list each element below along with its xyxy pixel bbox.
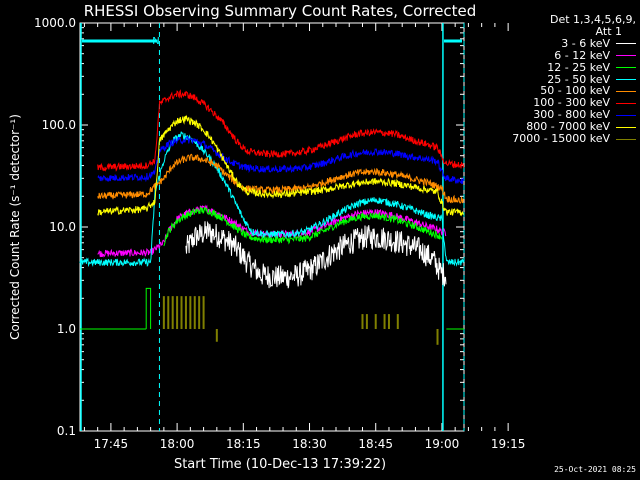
legend-header-detectors: Det 1,3,4,5,6,9, bbox=[549, 13, 636, 26]
legend-entry: 3 - 6 keV bbox=[474, 36, 636, 50]
y-tick-label: 0.1 bbox=[57, 424, 76, 438]
y-tick-label: 1000.0 bbox=[34, 16, 76, 30]
series-line bbox=[185, 220, 447, 289]
x-axis-label: Start Time (10-Dec-13 17:39:22) bbox=[174, 457, 386, 472]
chart-title: RHESSI Observing Summary Count Rates, Co… bbox=[84, 2, 477, 20]
legend-swatch bbox=[616, 78, 636, 80]
legend-entry: 7000 - 15000 keV bbox=[474, 133, 636, 145]
x-tick-label: 17:45 bbox=[94, 437, 129, 451]
legend-entry-label: 6 - 12 keV bbox=[554, 48, 610, 62]
legend-rows: 3 - 6 keV 6 - 12 keV 12 - 25 keV 25 - 50 ke… bbox=[474, 36, 636, 145]
series-group bbox=[79, 89, 465, 345]
legend-entry: 25 - 50 keV bbox=[474, 72, 636, 86]
time-guides bbox=[80, 23, 465, 431]
axis-ticks: 0.1 1.0 10.0 100.0 1000.0 17:45 18:00 18:15 18:3… bbox=[34, 16, 525, 451]
legend-swatch bbox=[616, 102, 636, 104]
x-tick-label: 18:00 bbox=[160, 437, 195, 451]
series-line bbox=[97, 89, 465, 172]
x-tick-label: 18:30 bbox=[292, 437, 327, 451]
legend-entry-label: 3 - 6 keV bbox=[561, 36, 610, 50]
legend-entry: 300 - 800 keV bbox=[474, 109, 636, 121]
series-line bbox=[97, 204, 447, 258]
series-line bbox=[97, 153, 465, 204]
timestamp: 25-Oct-2021 08:25 bbox=[554, 465, 636, 474]
legend-entry: 12 - 25 keV bbox=[474, 60, 636, 74]
legend-swatch bbox=[616, 67, 636, 69]
x-tick-label: 19:00 bbox=[425, 437, 460, 451]
legend-entry: 800 - 7000 keV bbox=[474, 121, 636, 133]
legend: Det 1,3,4,5,6,9, Att 1 3 - 6 keV 6 - 12 k… bbox=[474, 14, 636, 145]
legend-entry: 100 - 300 keV bbox=[474, 97, 636, 109]
y-tick-label: 100.0 bbox=[42, 118, 76, 132]
legend-swatch bbox=[616, 43, 636, 45]
x-tick-label: 18:15 bbox=[226, 437, 261, 451]
series-line bbox=[97, 114, 464, 217]
legend-swatch bbox=[616, 90, 636, 92]
legend-entry: 50 - 100 keV bbox=[474, 85, 636, 97]
y-tick-label: 1.0 bbox=[57, 322, 76, 336]
legend-swatch bbox=[616, 138, 636, 140]
x-tick-label: 19:15 bbox=[491, 437, 526, 451]
legend-entry-label: 25 - 50 keV bbox=[547, 72, 610, 86]
x-tick-label: 18:45 bbox=[358, 437, 393, 451]
flat-level-spike bbox=[145, 287, 152, 329]
legend-entry-label: 100 - 300 keV bbox=[533, 96, 610, 110]
series-line bbox=[79, 131, 464, 268]
legend-entry: 6 - 12 keV bbox=[474, 48, 636, 62]
legend-swatch bbox=[616, 126, 636, 128]
legend-entry-label: 7000 - 15000 keV bbox=[512, 132, 610, 146]
legend-swatch bbox=[616, 55, 636, 57]
legend-swatch bbox=[616, 114, 636, 116]
y-axis-label: Corrected Count Rate (s⁻¹ detector⁻¹) bbox=[8, 114, 22, 340]
y-tick-label: 10.0 bbox=[49, 220, 76, 234]
legend-entry-label: 800 - 7000 keV bbox=[526, 120, 610, 134]
legend-header-attenuator: Att 1 bbox=[595, 24, 622, 38]
legend-entry-label: 12 - 25 keV bbox=[547, 60, 610, 74]
legend-entry-label: 50 - 100 keV bbox=[540, 84, 610, 98]
series-line bbox=[163, 206, 443, 247]
legend-entry-label: 300 - 800 keV bbox=[533, 108, 610, 122]
